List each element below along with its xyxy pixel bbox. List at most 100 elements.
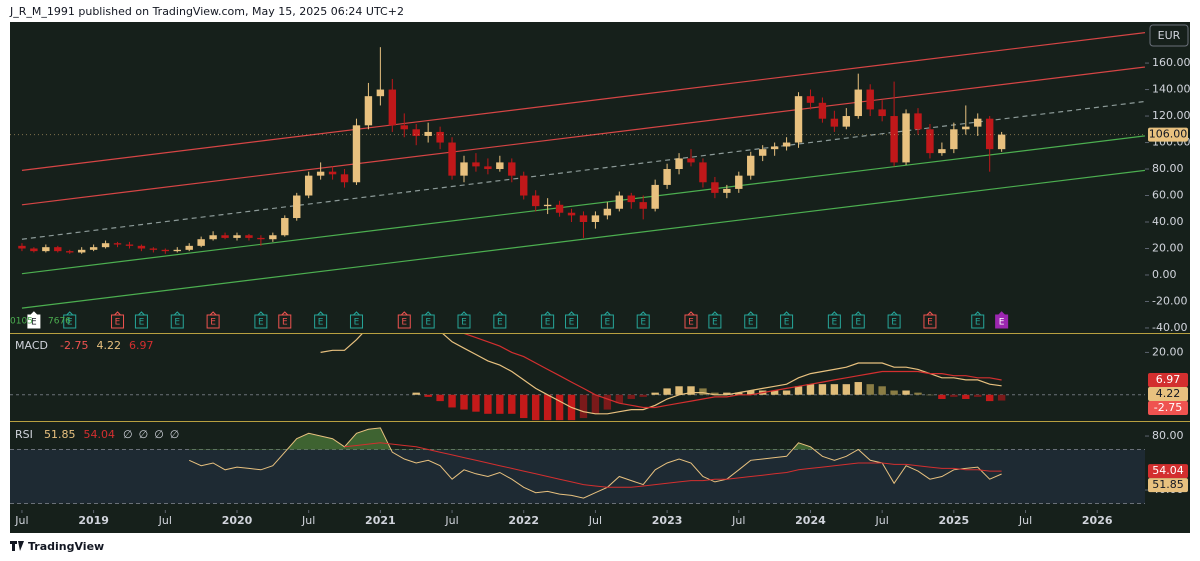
candle-body — [508, 162, 516, 176]
x-tick-label: 2024 — [795, 514, 826, 527]
histogram-bar — [651, 392, 659, 395]
legend-value: 6.97 — [129, 339, 154, 352]
histogram-bar — [508, 394, 516, 414]
candle-body — [591, 215, 600, 223]
event-marker — [421, 311, 435, 329]
event-marker — [995, 311, 1009, 329]
event-label: E — [461, 318, 467, 328]
y-tick-label: 140.00 — [1152, 83, 1191, 96]
histogram-bar — [830, 384, 839, 395]
x-tick-label: 2026 — [1082, 514, 1113, 527]
candle-body — [388, 89, 397, 126]
legend-value: -2.75 — [60, 339, 88, 352]
candle-body — [257, 237, 265, 240]
chart-background — [10, 22, 1190, 533]
histogram-bar — [424, 394, 432, 397]
logo — [10, 541, 24, 551]
candle-body — [520, 175, 528, 196]
price-label: 54.04 — [1152, 464, 1184, 477]
x-tick-label: Jul — [444, 514, 458, 527]
histogram-bar — [579, 394, 588, 419]
x-tick-label: Jul — [588, 514, 602, 527]
candle-body — [233, 235, 241, 238]
y-tick-label: 0.00 — [1152, 268, 1177, 281]
candle-body — [293, 195, 301, 219]
histogram-bar — [591, 394, 600, 414]
candle-body — [30, 248, 38, 252]
y-tick-label: 40.00 — [1152, 215, 1184, 228]
histogram-bar — [842, 384, 851, 395]
x-tick-label: Jul — [1018, 514, 1032, 527]
price-label: -2.75 — [1154, 401, 1182, 414]
histogram-bar — [520, 394, 528, 419]
candle-body — [770, 146, 779, 150]
candle-body — [161, 249, 170, 252]
candle-body — [54, 247, 62, 252]
histogram-bar — [818, 384, 827, 395]
histogram-bar — [663, 388, 671, 395]
candle-body — [985, 118, 994, 150]
event-marker — [708, 311, 722, 329]
candle-body — [639, 202, 647, 209]
candle-body — [950, 129, 958, 150]
y-tick-label: -20.00 — [1152, 294, 1187, 307]
x-tick-label: Jul — [14, 514, 28, 527]
candle-body — [137, 245, 146, 249]
histogram-bar — [866, 384, 874, 395]
y-tick-label: 60.00 — [1152, 189, 1184, 202]
histogram-bar — [675, 386, 683, 395]
event-marker — [971, 311, 985, 329]
y-tick-label: 20.00 — [1152, 345, 1184, 358]
histogram-bar — [496, 394, 504, 414]
candle-body — [818, 102, 827, 119]
event-marker — [684, 311, 698, 329]
candle-body — [555, 204, 564, 213]
indicator-line — [463, 334, 1002, 409]
event-label: E — [999, 318, 1005, 328]
candle-body — [723, 188, 731, 193]
event-marker — [827, 311, 841, 329]
candle-body — [376, 89, 385, 97]
histogram-bar — [735, 392, 743, 395]
event-label: E — [401, 318, 407, 328]
event-label: E — [784, 318, 790, 328]
candle-body — [675, 158, 683, 170]
event-label: E — [210, 318, 216, 328]
legend-extra: ∅ — [154, 428, 164, 441]
histogram-bar — [890, 390, 898, 395]
candle-body — [173, 249, 181, 252]
candle-body — [842, 116, 851, 127]
event-marker — [63, 311, 77, 329]
histogram-bar — [472, 394, 480, 412]
currency[interactable]: EUR — [1158, 29, 1181, 42]
x-tick-label: Jul — [301, 514, 315, 527]
candle-body — [902, 113, 910, 163]
candle-body — [185, 245, 193, 250]
candle-body — [663, 169, 671, 185]
y-tick-label: 120.00 — [1152, 109, 1191, 122]
candle-body — [424, 131, 432, 136]
histogram-bar — [711, 392, 719, 395]
price-label-box — [1148, 386, 1188, 401]
event-marker — [851, 311, 865, 329]
price-label: 4.22 — [1156, 387, 1181, 400]
candle-body — [615, 195, 624, 209]
indicator-line — [344, 442, 1002, 488]
candle-body — [448, 142, 456, 176]
candle-body — [352, 125, 361, 183]
candle-body — [209, 235, 217, 240]
event-marker — [541, 311, 555, 329]
edge-text: 0105 — [10, 317, 33, 327]
candle-body — [914, 113, 922, 130]
candle-body — [794, 96, 803, 143]
histogram-bar — [938, 394, 946, 399]
legend-extra: ∅ — [139, 428, 149, 441]
event-marker — [349, 311, 363, 329]
candle-body — [830, 118, 839, 127]
candle-body — [472, 162, 480, 167]
currency-box[interactable] — [1149, 24, 1189, 47]
histogram-bar — [460, 394, 468, 410]
price-label-box — [1148, 372, 1188, 387]
candle-body — [687, 158, 695, 163]
histogram-bar — [448, 394, 456, 408]
